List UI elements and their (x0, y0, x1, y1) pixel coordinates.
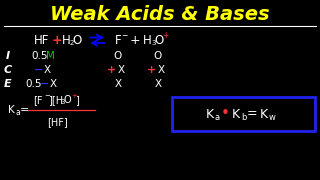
Bar (172, 97, 315, 131)
Text: [HF]: [HF] (48, 117, 68, 127)
Text: F: F (115, 33, 121, 46)
Text: +: + (148, 65, 156, 75)
Text: w: w (269, 112, 276, 122)
Text: O: O (72, 33, 82, 46)
Text: +: + (52, 33, 62, 46)
Text: −: − (44, 93, 50, 100)
Text: 0.5: 0.5 (32, 51, 48, 61)
Text: I: I (6, 51, 10, 61)
Text: K: K (231, 107, 240, 120)
Text: 0.5: 0.5 (26, 79, 42, 89)
Text: H: H (143, 33, 151, 46)
Text: 3: 3 (152, 40, 156, 46)
Text: K: K (8, 105, 15, 115)
Text: HF: HF (34, 33, 50, 46)
Text: X: X (115, 79, 122, 89)
Text: E: E (4, 79, 12, 89)
Text: ]: ] (75, 95, 79, 105)
Text: O: O (114, 51, 122, 61)
Text: 2: 2 (70, 40, 74, 46)
Text: +: + (108, 65, 116, 75)
Text: X: X (44, 65, 51, 75)
Text: C: C (4, 65, 12, 75)
Text: O: O (64, 95, 72, 105)
Text: K: K (260, 107, 268, 120)
Text: ][H: ][H (48, 95, 63, 105)
Text: =: = (246, 107, 257, 120)
Text: −: − (40, 79, 50, 89)
Text: [F: [F (33, 95, 43, 105)
Text: Weak Acids & Bases: Weak Acids & Bases (50, 4, 270, 24)
Text: 3: 3 (60, 100, 65, 105)
Text: X: X (49, 79, 57, 89)
Text: =: = (20, 105, 29, 115)
Text: +: + (130, 33, 140, 46)
Text: b: b (241, 112, 246, 122)
Text: X: X (117, 65, 124, 75)
Text: H: H (62, 33, 70, 46)
Text: O: O (154, 33, 164, 46)
Text: +: + (71, 93, 77, 100)
Text: +: + (162, 31, 168, 40)
Text: a: a (15, 108, 20, 117)
Text: −: − (121, 31, 127, 40)
Text: M: M (45, 51, 54, 61)
Text: X: X (155, 79, 162, 89)
Text: O: O (154, 51, 162, 61)
Text: K: K (205, 107, 213, 120)
Text: a: a (215, 112, 220, 122)
Text: −: − (34, 65, 44, 75)
Text: X: X (157, 65, 164, 75)
Text: •: • (221, 107, 230, 122)
